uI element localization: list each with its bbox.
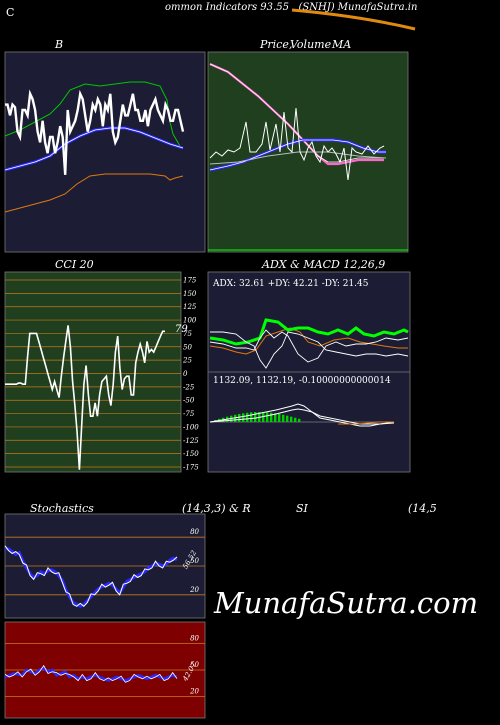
macd-histogram-bar [250, 412, 253, 422]
stoch-title-c: SI [296, 502, 308, 515]
price-ma-gray [209, 151, 387, 165]
price-title-c: MA [332, 38, 352, 51]
left-letter: C [6, 6, 15, 19]
osc-tick-label: 80 [190, 528, 199, 536]
adx-orange [209, 327, 408, 355]
cci-tick-label: -50 [183, 397, 195, 405]
macd-histogram-bar [298, 418, 301, 422]
rsi-line-thin [4, 664, 178, 683]
price-title-a: Price, [260, 38, 293, 51]
stoch-d-line [4, 545, 178, 607]
macd-histogram-bar [294, 417, 297, 422]
stoch-title-a: Stochastics [30, 502, 94, 515]
cci-tick-label: 50 [183, 343, 192, 351]
price-ma-white-upper [209, 63, 384, 163]
stoch-k-line [5, 547, 178, 609]
macd-histogram-bar [282, 414, 285, 422]
cci-last-value: 79 [175, 324, 188, 335]
macd-histogram-bar [238, 413, 241, 422]
macd-histogram-bar [246, 412, 249, 422]
cci-chart: 175 150 125 100 75 50 25 0 -25 -50 -75 -100 -125 -150… [4, 271, 199, 473]
cci-tick-label: -125 [183, 437, 199, 445]
cci-line [5, 325, 165, 470]
page-title: ommon Indicators 93.55 , (SNHJ) MunafaSu… [165, 2, 418, 13]
macd-histogram-bar [234, 414, 237, 422]
adx-green [209, 318, 409, 346]
osc-tick-label: 50 [190, 661, 199, 669]
adx-minus-dy [210, 331, 409, 369]
macd-histogram-bar [274, 413, 277, 422]
cci-tick-label: -25 [183, 383, 195, 391]
stoch-title-d: (14,5 [408, 502, 437, 515]
header-swoosh [291, 8, 416, 31]
watermark: MunafaSutra.com [214, 586, 479, 620]
price-title-b: Volume [290, 38, 332, 51]
price-ma-white-mid [209, 139, 386, 171]
cci-bg [4, 271, 182, 473]
cci-tick-labels: 175 150 125 100 75 50 25 0 -25 -50 -75 -100 -125 -150… [182, 277, 199, 472]
cci-tick-label: -100 [183, 423, 199, 431]
cci-grid [5, 279, 181, 468]
bollinger-bg [4, 51, 206, 253]
osc-tick-label: 20 [189, 687, 199, 695]
cci-title: CCI 20 [55, 258, 94, 271]
price-line [209, 107, 385, 181]
cci-tick-label: 175 [183, 277, 197, 285]
stoch-grid: 80 50 20 [5, 528, 205, 596]
macd-histogram-bar [278, 413, 281, 422]
cci-tick-label: 0 [183, 370, 188, 378]
cci-tick-label: 125 [183, 303, 197, 311]
macd-histogram-bar [290, 416, 293, 422]
osc-tick-label: 20 [189, 586, 199, 594]
stoch-title-b: (14,3,3) & R [182, 502, 251, 515]
macd-histogram-bar [254, 412, 257, 422]
cci-tick-label: -75 [183, 410, 195, 418]
cci-tick-label: -175 [183, 464, 199, 472]
macd-values-text: 1132.09, 1132.19, -0.10000000000014 [213, 376, 391, 386]
bollinger-title: B [55, 38, 64, 51]
bollinger-lower-band [4, 173, 184, 213]
cci-tick-label: 150 [183, 290, 197, 298]
price-chart [207, 51, 409, 253]
macd-histogram-bar [242, 413, 245, 422]
cci-tick-label: 75 [183, 330, 192, 338]
macd-histogram-bar [286, 415, 289, 422]
macd-orange [338, 421, 394, 425]
osc-tick-label: 80 [190, 635, 199, 643]
macd-histogram-bar [266, 412, 269, 422]
adx-macd-title: ADX & MACD 12,26,9 [262, 258, 386, 271]
bollinger-chart [4, 51, 206, 253]
cci-tick-label: 25 [182, 357, 192, 365]
macd-line [209, 403, 395, 427]
bollinger-price-line [5, 89, 185, 175]
cci-tick-label: -150 [183, 450, 199, 458]
osc-tick-label: 50 [190, 557, 199, 565]
adx-values-text: ADX: 32.61 +DY: 42.21 -DY: 21.45 [212, 279, 369, 289]
bollinger-mid-band-inner [4, 127, 184, 171]
adx-macd-chart: ADX: 32.61 +DY: 42.21 -DY: 21.45 1132.09… [207, 271, 411, 473]
macd-histogram-bar [270, 412, 273, 422]
cci-tick-label: 100 [183, 317, 197, 325]
adx-plus-dy [209, 329, 409, 363]
